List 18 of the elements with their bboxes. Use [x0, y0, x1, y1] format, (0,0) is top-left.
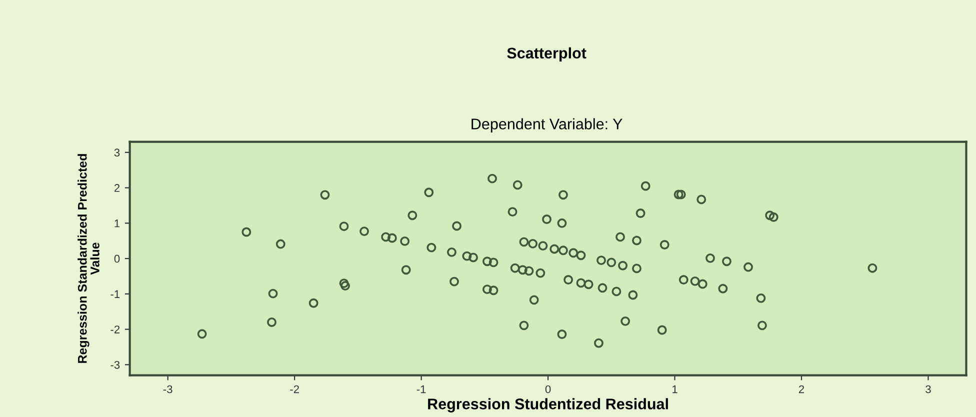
chart-subtitle: Dependent Variable: Y [472, 118, 622, 132]
y-tick-label: 0 [114, 254, 120, 263]
x-tick-label: -2 [290, 385, 299, 394]
y-tick-label: 3 [114, 148, 120, 157]
y-tick-label: 2 [114, 184, 120, 192]
y-tick-label: -3 [110, 360, 120, 369]
x-tick-label: 2 [798, 385, 804, 394]
y-tick-label: -2 [110, 326, 120, 334]
x-tick-label: -1 [416, 385, 426, 394]
y-axis-title: Regression Standardized Predicted Value [78, 154, 100, 363]
x-tick-label: 3 [926, 385, 931, 394]
y-tick-label: -1 [110, 290, 120, 298]
y-tick-label: 1 [114, 220, 120, 228]
x-axis-title: Regression Studentized Residual [428, 398, 668, 412]
chart-title: Scatterplot [507, 47, 586, 62]
x-tick-label: 1 [672, 385, 678, 394]
x-tick-label: -3 [163, 385, 172, 394]
x-tick-label: 0 [545, 385, 551, 394]
